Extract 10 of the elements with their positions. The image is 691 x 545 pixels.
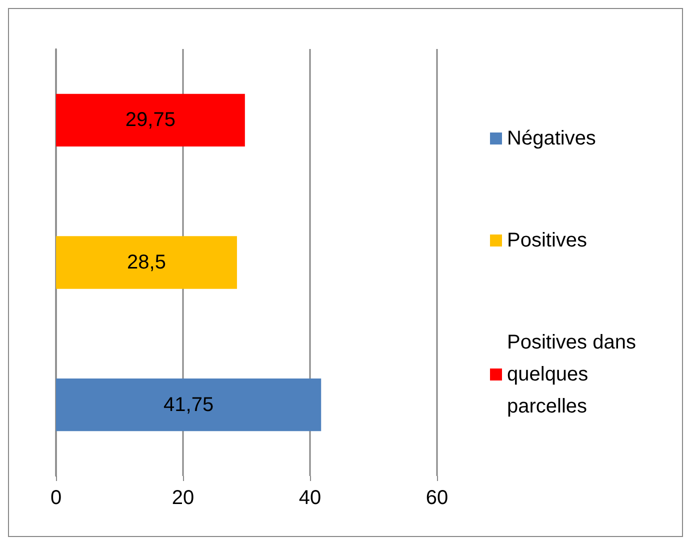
x-tick-label: 40 [298, 487, 322, 509]
data-label: 29,75 [125, 109, 176, 132]
legend-label: Positives dans quelques parcelles [507, 332, 642, 418]
legend-label: Négatives [507, 128, 596, 150]
x-tick-label: 0 [50, 487, 62, 509]
data-label: 28,5 [127, 252, 166, 274]
x-tick-label: 20 [172, 487, 194, 509]
x-tick-label: 60 [426, 487, 448, 509]
data-label: 41,75 [164, 394, 214, 416]
legend-label: Positives [507, 230, 588, 252]
